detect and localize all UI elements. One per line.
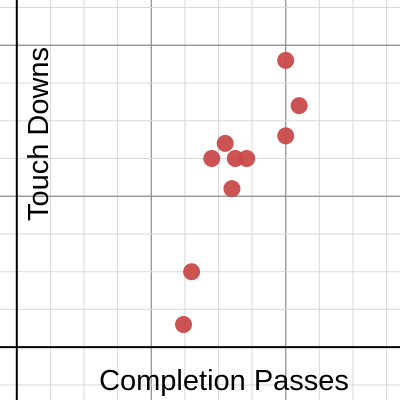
data-point [277,51,295,69]
data-point [216,134,234,152]
data-point [183,263,201,281]
y-axis-label: Touch Downs [23,47,55,221]
data-point [277,127,295,145]
data-points [175,51,308,334]
x-axis-label: Completion Passes [99,365,349,397]
data-point [223,180,241,198]
data-point [203,149,221,167]
data-point [290,97,308,115]
data-point [238,149,256,167]
data-point [175,316,193,334]
